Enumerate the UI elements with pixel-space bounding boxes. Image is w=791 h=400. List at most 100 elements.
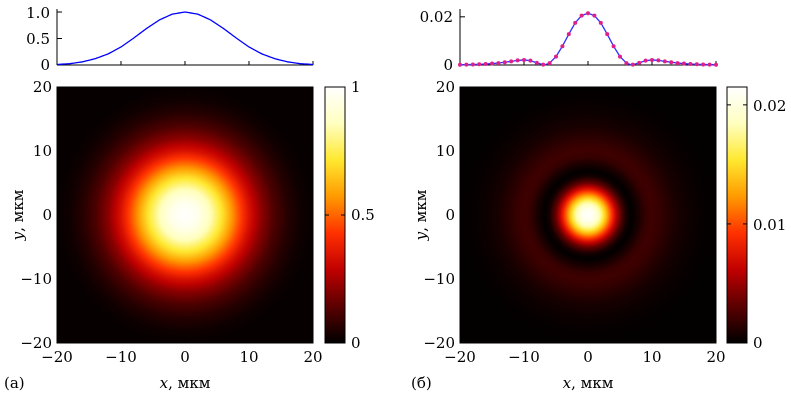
cross-section-point [528,58,533,63]
panel-a-cross-section: 0 0.5 1.0 [26,4,314,74]
panel-b-ytick-2: 0 [445,206,455,224]
cross-section-point [547,61,552,66]
cross-section-point [650,57,654,62]
cross-section-point [605,32,610,37]
panel-a-xtick-2: 0 [180,348,190,366]
cross-section-point [611,44,616,49]
cross-section-point [579,13,584,18]
panel-a-xtick-1: −10 [105,348,137,366]
panel-b-xtick-2: 0 [583,348,593,366]
panel-a-cbar-tick-2: 1 [351,78,361,96]
cross-section-point [618,54,622,59]
panel-a-xtick-0: −20 [41,348,73,366]
panel-b-heatmap: −20 −10 0 10 20 −20 −10 0 10 20 x, мкм y… [411,78,726,392]
cross-section-point [656,58,661,63]
panel-b-cbar-tick-0: 0 [753,334,763,352]
panel-a-xtick-3: 10 [239,348,258,366]
panel-b-ytick-4: 20 [436,78,455,96]
cross-section-line [459,12,717,66]
panel-b-cbar-tick-1: 0.01 [753,216,786,234]
cross-section-point [502,60,507,65]
panel-b-colorbar-gradient [727,87,747,343]
cross-section-point [669,60,674,65]
panel-a-top-ytick-2: 1.0 [26,4,50,22]
cross-section-point [515,58,520,63]
panel-a-ylabel: y, мкм [9,189,27,241]
cross-section-point [701,62,706,67]
cross-section-point [694,62,699,67]
cross-section-point [496,61,501,66]
panel-b-top-ytick-1: 0.02 [420,8,453,26]
cross-section-point [630,62,635,67]
panel-b-ytick-0: −20 [423,334,455,352]
cross-section-point [637,60,642,65]
panel-b-xlabel: x, мкм [563,374,614,392]
panel-b-xtick-0: −20 [444,348,476,366]
panel-a-top-ytick-0: 0 [40,56,50,74]
cross-section-point [592,13,597,18]
panel-b: 0 0.02 −20 −10 0 10 20 −20 −10 0 10 20 x… [411,8,786,392]
cross-section-point [490,61,494,66]
cross-section-point [573,20,578,25]
panel-a: 0 0.5 1.0 −20 −10 0 10 20 −20 −10 0 10 2… [4,4,375,392]
panel-b-colorbar: 0 0.01 0.02 [726,86,786,352]
panel-a-ytick-0: −20 [20,334,52,352]
panel-b-ytick-3: 10 [436,142,455,160]
cross-section-point [598,20,603,25]
cross-section-point [483,62,488,67]
cross-section-point [470,62,475,67]
panel-b-xtick-4: 20 [706,348,725,366]
panel-b-axis-marks [459,86,717,344]
panel-a-axis-marks [56,86,314,344]
panel-a-colorbar-gradient [325,87,345,343]
panel-b-heatmap-field [460,87,716,343]
panel-b-colorbar-frame [726,86,748,344]
panel-a-ytick-1: −10 [20,270,52,288]
cross-section-point [458,62,462,67]
cross-section-point [566,32,571,37]
panel-b-xtick-1: −10 [508,348,540,366]
cross-section-point [662,59,667,64]
cross-section-point [586,11,590,16]
panel-a-heatmap: −20 −10 0 10 20 −20 −10 0 10 20 x, мкм y… [4,78,323,392]
cross-section-point [624,61,629,66]
cross-section-point [509,59,514,64]
cross-section-point [534,60,539,65]
panel-b-cross-section-marks [458,9,718,67]
panel-a-colorbar: 0 0.5 1 [324,78,375,352]
cross-section-point [560,44,565,49]
panel-b-label: (б) [411,374,432,392]
cross-section-point [477,62,482,67]
cross-section-point [464,62,469,67]
panel-b-xtick-3: 10 [642,348,661,366]
cross-section-point [682,61,686,66]
panel-b-top-ytick-0: 0 [443,56,453,74]
panel-a-colorbar-ticks [325,86,345,344]
cross-section-point [554,54,558,59]
cross-section-point [707,62,712,67]
panel-b-ytick-1: −10 [423,270,455,288]
panel-a-label: (a) [4,374,25,392]
cross-section-point [643,58,648,63]
panel-a-xlabel: x, мкм [160,374,211,392]
panel-a-ytick-4: 20 [33,78,52,96]
panel-a-xtick-4: 20 [303,348,322,366]
panel-a-ytick-2: 0 [42,206,52,224]
panel-a-heatmap-field [57,87,313,343]
panel-a-top-ytick-1: 0.5 [26,30,50,48]
panel-b-ylabel: y, мкм [412,189,430,241]
panel-b-cross-section: 0 0.02 [420,8,718,74]
panel-b-cbar-tick-2: 0.02 [753,97,786,115]
panel-a-cbar-tick-0: 0 [351,334,361,352]
cross-section-point [688,62,693,67]
cross-section-point [541,62,546,67]
cross-section-point [522,57,526,62]
panel-a-ytick-3: 10 [33,142,52,160]
panel-a-cross-section-marks [56,9,314,66]
cross-section-point [714,62,718,67]
cross-section-point [675,61,680,66]
panel-a-cbar-tick-1: 0.5 [351,206,375,224]
panel-b-colorbar-ticks [727,104,747,344]
cross-section-line [56,11,314,66]
